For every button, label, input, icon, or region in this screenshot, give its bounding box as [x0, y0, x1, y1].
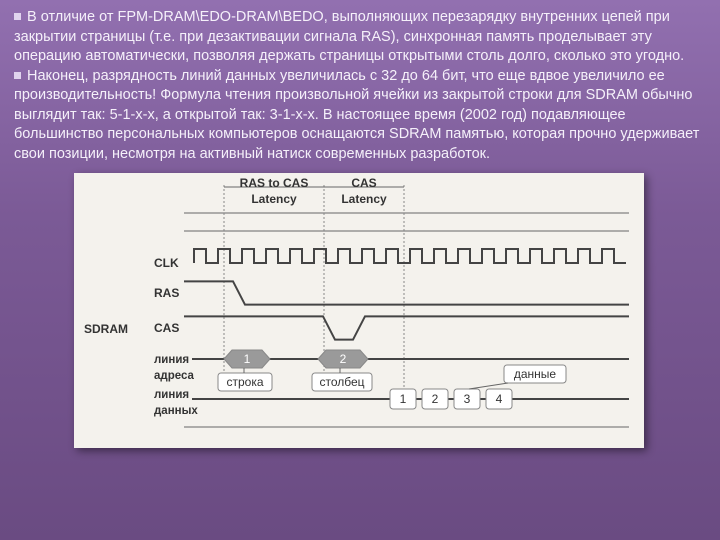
svg-text:2: 2 [340, 352, 347, 366]
paragraph-2-text: Наконец, разрядность линий данных увелич… [14, 68, 699, 162]
svg-text:Latency: Latency [251, 192, 297, 206]
svg-text:CAS: CAS [154, 321, 179, 335]
svg-text:CLK: CLK [154, 256, 179, 270]
paragraph-1-text: В отличие от FPM-DRAM\EDO-DRAM\BEDO, вып… [14, 9, 684, 64]
bullet-icon [14, 72, 21, 79]
svg-text:данные: данные [514, 367, 557, 381]
svg-text:данных: данных [154, 405, 198, 417]
timing-diagram: RAS to CAS Latency CAS Latency SDRAM CLK RAS CA… [74, 173, 644, 448]
svg-text:1: 1 [244, 352, 251, 366]
svg-text:Latency: Latency [341, 192, 387, 206]
svg-text:1: 1 [400, 392, 407, 406]
svg-text:RAS: RAS [154, 286, 179, 300]
svg-text:линия: линия [154, 354, 189, 366]
paragraph-1: В отличие от FPM-DRAM\EDO-DRAM\BEDO, вып… [14, 8, 706, 67]
svg-text:CAS: CAS [351, 176, 376, 190]
svg-text:линия: линия [154, 389, 189, 401]
paragraph-2: Наконец, разрядность линий данных увелич… [14, 67, 706, 165]
svg-text:столбец: столбец [319, 375, 364, 389]
svg-text:адреса: адреса [154, 370, 195, 382]
svg-text:3: 3 [464, 392, 471, 406]
svg-text:RAS to CAS: RAS to CAS [240, 176, 309, 190]
svg-text:4: 4 [496, 392, 503, 406]
bullet-icon [14, 13, 21, 20]
svg-text:SDRAM: SDRAM [84, 322, 128, 336]
svg-text:строка: строка [226, 375, 263, 389]
svg-text:2: 2 [432, 392, 439, 406]
